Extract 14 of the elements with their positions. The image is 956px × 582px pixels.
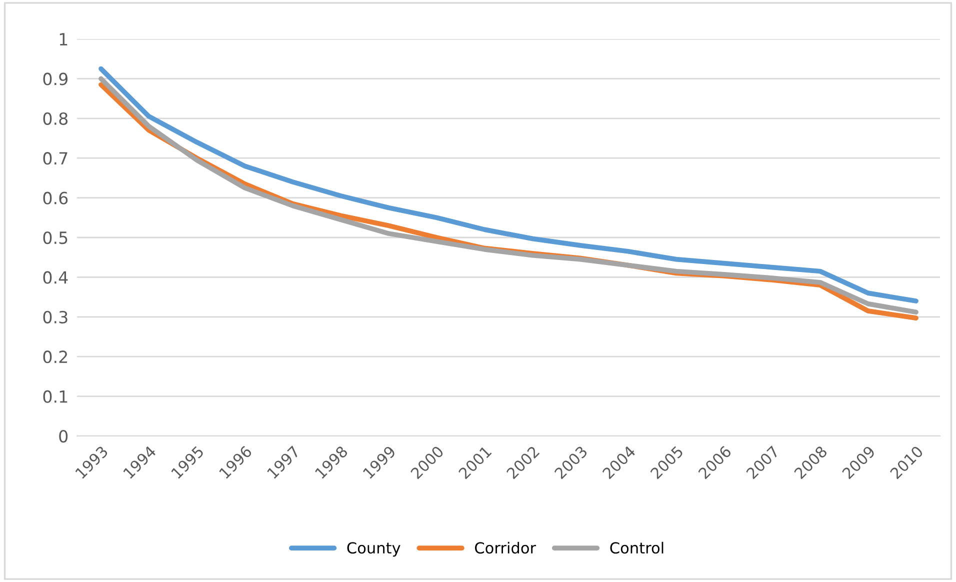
legend-label: County [347,542,400,557]
y-tick-label: 0.2 [43,350,67,364]
y-tick-label: 0.3 [43,310,68,324]
y-tick-label: 0.5 [43,231,68,244]
y-tick-label: 0.9 [43,72,68,86]
y-tick-label: 1 [60,33,68,46]
y-tick-label: 0.6 [43,192,68,204]
y-tick-label: 0.4 [43,271,68,284]
y-tick-label: 0.8 [43,112,68,125]
y-tick-label: 0.1 [43,390,68,403]
y-tick-label: 0.7 [43,152,68,165]
y-tick-label: 0 [59,430,68,443]
legend-label: Control [610,542,664,554]
legend-label: Corridor [475,542,536,554]
